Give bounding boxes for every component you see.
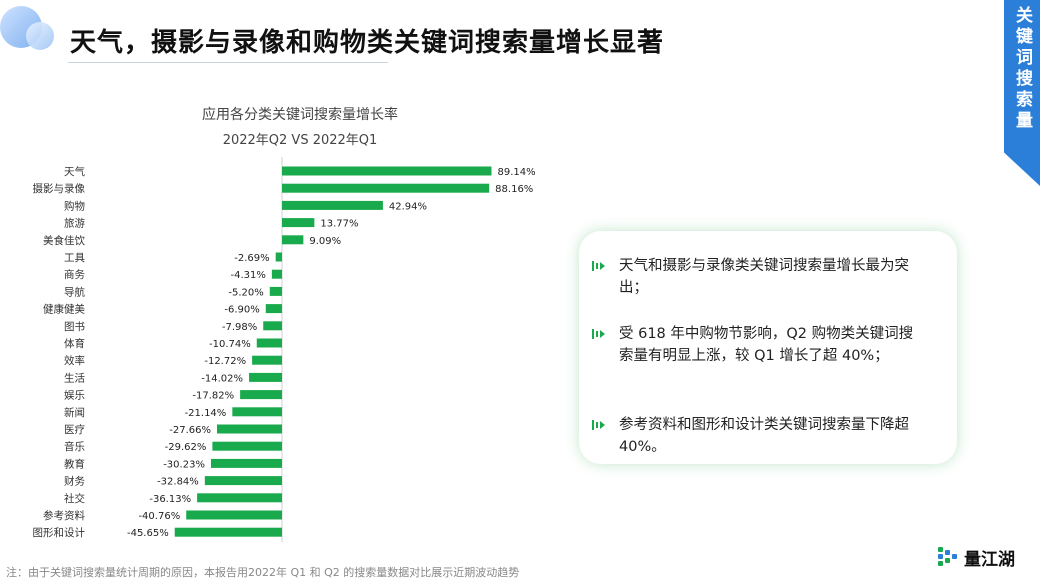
callout-text: 天气和摄影与录像类关键词搜索量增长最为突出；	[619, 258, 909, 296]
bar	[282, 166, 492, 176]
category-label: 工具	[64, 252, 85, 264]
bar	[252, 355, 282, 365]
bar	[174, 527, 282, 537]
category-label: 社交	[64, 492, 85, 505]
value-label: -10.74%	[209, 339, 251, 350]
bar	[282, 235, 304, 245]
value-label: 13.77%	[320, 219, 358, 230]
side-banner-label: 关键词搜索量	[1012, 6, 1032, 132]
liangjianghu-logo-icon	[938, 547, 957, 566]
bar	[249, 372, 282, 382]
value-label: -27.66%	[169, 425, 211, 436]
bar	[263, 321, 282, 331]
bullet-icon	[592, 261, 605, 271]
value-label: 9.09%	[309, 236, 341, 247]
value-label: -30.23%	[163, 459, 205, 470]
value-label: 42.94%	[389, 201, 427, 212]
bullet-icon	[592, 329, 605, 339]
category-label: 导航	[64, 285, 85, 298]
bar	[275, 252, 282, 262]
category-label: 摄影与录像	[33, 182, 86, 195]
bar	[282, 218, 315, 228]
category-label: 新闻	[64, 406, 85, 419]
title-underline	[68, 62, 388, 63]
category-label: 图书	[64, 321, 85, 333]
category-label: 教育	[64, 457, 85, 470]
category-label: 生活	[64, 371, 85, 384]
callout-bullet: 天气和摄影与录像类关键词搜索量增长最为突出；	[592, 255, 919, 299]
value-label: -40.76%	[138, 511, 180, 522]
category-label: 旅游	[64, 217, 85, 230]
callout-text: 受 618 年中购物节影响，Q2 购物类关键词搜索量有明显上涨，较 Q1 增长了…	[619, 326, 914, 364]
chart-title: 应用各分类关键词搜索量增长率	[202, 107, 398, 123]
category-label: 体育	[64, 337, 85, 350]
value-label: -14.02%	[201, 373, 243, 384]
bar	[216, 424, 282, 434]
value-label: -36.13%	[149, 494, 191, 505]
bar	[232, 407, 282, 417]
value-label: -2.69%	[234, 253, 269, 264]
bar	[186, 510, 282, 520]
bullet-icon	[592, 420, 605, 430]
footnote: 注：由于关键词搜索量统计周期的原因，本报告用2022年 Q1 和 Q2 的搜索量…	[6, 566, 520, 579]
category-label: 健康健美	[43, 303, 85, 316]
side-banner: 关键词搜索量	[1004, 0, 1040, 186]
brand-logo: 量江湖	[936, 543, 1015, 571]
value-label: -32.84%	[157, 477, 199, 488]
bar	[204, 476, 282, 486]
value-label: -12.72%	[204, 356, 246, 367]
value-label: -29.62%	[165, 442, 207, 453]
category-label: 购物	[64, 199, 85, 212]
callout-bullet: 受 618 年中购物节影响，Q2 购物类关键词搜索量有明显上涨，较 Q1 增长了…	[592, 323, 919, 367]
bar	[282, 200, 383, 210]
bar	[282, 183, 490, 193]
bar	[212, 441, 282, 451]
category-label: 音乐	[64, 440, 85, 453]
bar	[197, 493, 282, 503]
bar	[269, 286, 282, 296]
bar	[271, 269, 282, 279]
callout-text: 参考资料和图形和设计类关键词搜索量下降超 40%。	[619, 417, 909, 455]
category-label: 天气	[64, 165, 85, 178]
value-label: -45.65%	[127, 528, 169, 539]
category-label: 医疗	[64, 423, 85, 436]
category-label: 美食佳饮	[43, 234, 85, 247]
bar	[256, 338, 282, 348]
category-label: 图形和设计	[33, 526, 86, 539]
value-label: -17.82%	[192, 391, 234, 402]
category-label: 商务	[64, 268, 85, 281]
bar	[240, 390, 282, 400]
category-label: 财务	[64, 475, 85, 488]
bar	[210, 458, 282, 468]
value-label: -4.31%	[230, 270, 265, 281]
chart-subtitle: 2022年Q2 VS 2022年Q1	[222, 133, 378, 148]
category-label: 效率	[64, 354, 85, 367]
value-label: 88.16%	[495, 184, 533, 195]
value-label: -21.14%	[185, 408, 227, 419]
category-label: 娱乐	[64, 389, 85, 402]
logo-text: 量江湖	[964, 549, 1015, 570]
value-label: -7.98%	[222, 322, 257, 333]
value-label: -6.90%	[224, 305, 259, 316]
callout-bullet: 参考资料和图形和设计类关键词搜索量下降超 40%。	[592, 414, 919, 458]
value-label: 89.14%	[497, 167, 535, 178]
page-title: 天气，摄影与录像和购物类关键词搜索量增长显著	[70, 28, 665, 58]
callout-box: 天气和摄影与录像类关键词搜索量增长最为突出； 受 618 年中购物节影响，Q2 …	[579, 231, 957, 464]
value-label: -5.20%	[228, 287, 263, 298]
bar	[265, 304, 282, 314]
bar-chart: 天气 89.14% 摄影与录像 88.16% 购物 42.94% 旅游 13.77% 美食佳饮 9…	[33, 157, 536, 543]
category-label: 参考资料	[43, 509, 85, 522]
decorative-circle	[26, 22, 54, 50]
